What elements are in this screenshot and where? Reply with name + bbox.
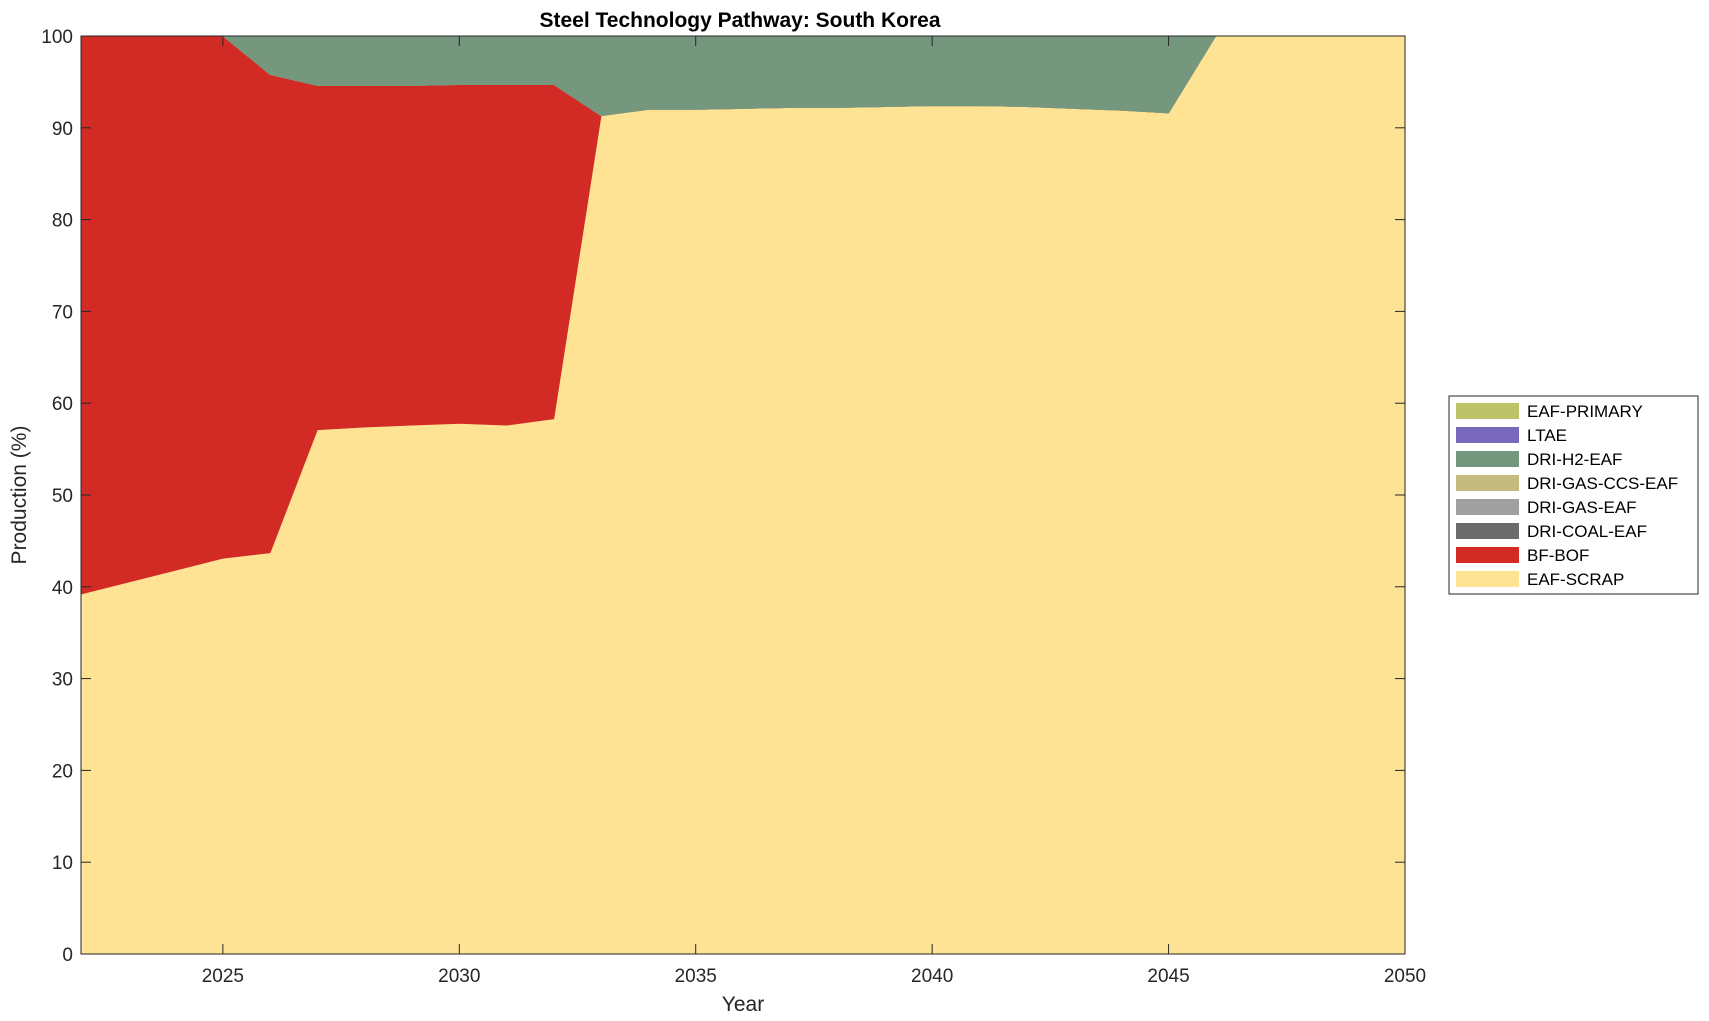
y-axis: 0 10 20 30 40 50 60 70 80 90 100 bbox=[41, 27, 1405, 966]
y-tick-label: 20 bbox=[52, 761, 73, 782]
stacked-areas bbox=[80, 35, 1406, 955]
legend-swatch-bf-bof bbox=[1456, 547, 1519, 563]
legend-label-dri-gas-eaf: DRI-GAS-EAF bbox=[1527, 498, 1637, 517]
legend: EAF-PRIMARY LTAE DRI-H2-EAF DRI-GAS-CCS-EAF… bbox=[1448, 395, 1699, 595]
y-tick-label: 60 bbox=[52, 394, 73, 415]
legend-swatch-dri-h2-eaf bbox=[1456, 451, 1519, 467]
y-tick-label: 80 bbox=[52, 211, 73, 232]
legend-label-dri-gas-ccs-eaf: DRI-GAS-CCS-EAF bbox=[1527, 474, 1678, 493]
y-tick-label: 70 bbox=[52, 302, 73, 323]
y-tick-label: 30 bbox=[52, 670, 73, 691]
legend-swatch-eaf-scrap bbox=[1456, 571, 1519, 587]
y-axis-title: Production (%) bbox=[8, 426, 31, 565]
legend-label-dri-coal-eaf: DRI-COAL-EAF bbox=[1527, 522, 1647, 541]
x-axis-title: Year bbox=[722, 993, 764, 1016]
x-tick-label: 2025 bbox=[202, 966, 244, 987]
x-tick-label: 2035 bbox=[675, 966, 717, 987]
chart-title: Steel Technology Pathway: South Korea bbox=[539, 9, 940, 32]
x-axis: 2025 2030 2035 2040 2045 2050 bbox=[202, 36, 1426, 987]
y-tick-label: 90 bbox=[52, 119, 73, 140]
y-tick-label: 40 bbox=[52, 578, 73, 599]
legend-items: EAF-PRIMARY LTAE DRI-H2-EAF DRI-GAS-CCS-EAF… bbox=[1456, 402, 1678, 589]
x-tick-label: 2030 bbox=[438, 966, 480, 987]
legend-swatch-dri-coal-eaf bbox=[1456, 523, 1519, 539]
legend-label-eaf-primary: EAF-PRIMARY bbox=[1527, 402, 1643, 421]
legend-swatch-eaf-primary bbox=[1456, 403, 1519, 419]
y-tick-label: 50 bbox=[52, 486, 73, 507]
y-tick-label: 100 bbox=[41, 27, 73, 48]
legend-label-eaf-scrap: EAF-SCRAP bbox=[1527, 570, 1624, 589]
x-tick-label: 2050 bbox=[1384, 966, 1426, 987]
x-tick-label: 2045 bbox=[1147, 966, 1189, 987]
y-tick-label: 0 bbox=[62, 945, 73, 966]
x-tick-label: 2040 bbox=[911, 966, 953, 987]
legend-swatch-ltae bbox=[1456, 427, 1519, 443]
legend-label-dri-h2-eaf: DRI-H2-EAF bbox=[1527, 450, 1622, 469]
legend-swatch-dri-gas-eaf bbox=[1456, 499, 1519, 515]
legend-label-ltae: LTAE bbox=[1527, 426, 1567, 445]
legend-swatch-dri-gas-ccs-eaf bbox=[1456, 475, 1519, 491]
y-tick-label: 10 bbox=[52, 853, 73, 874]
legend-label-bf-bof: BF-BOF bbox=[1527, 546, 1589, 565]
